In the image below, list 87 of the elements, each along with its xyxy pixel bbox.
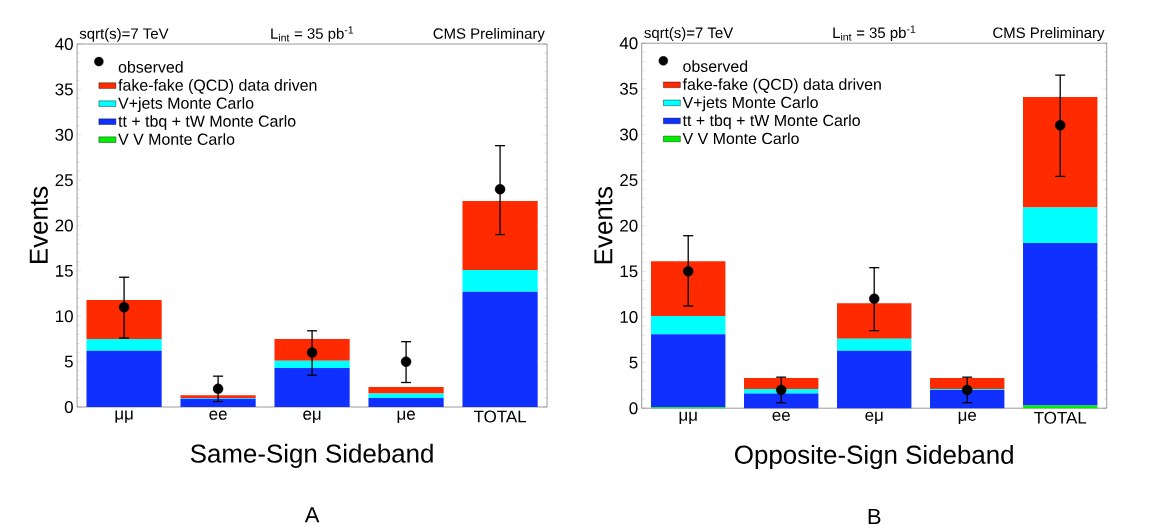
bar (462, 269, 538, 292)
x-tick-label: eμ (865, 411, 883, 425)
bar (651, 261, 726, 317)
y-tick-label: 5 (64, 355, 73, 368)
legend-label: V V Monte Carlo (682, 132, 799, 145)
y-axis-title: Events (29, 186, 48, 263)
x-tick-label: μe (397, 410, 415, 423)
legend-label: V V Monte Carlo (118, 133, 235, 145)
x-tick-label: μμ (679, 411, 697, 424)
point (683, 266, 694, 277)
bar (368, 393, 444, 398)
legend-label: V+jets Monte Carlo (118, 97, 254, 112)
point (1055, 120, 1066, 131)
point (494, 184, 506, 195)
y-axis-title: Events (594, 187, 613, 264)
legend-label: observed (118, 61, 183, 73)
bar (1023, 97, 1098, 208)
bar (744, 378, 819, 390)
y-tick-label: 35 (55, 83, 73, 96)
x-axis-title: Same-Sign Sideband (190, 443, 433, 468)
x-tick-label: μμ (115, 410, 133, 423)
text: B (868, 508, 881, 525)
y-tick-label: 40 (619, 37, 638, 50)
y-tick-label: 20 (620, 219, 638, 232)
point (400, 356, 412, 367)
legend-label: fake-fake (QCD) data driven (682, 78, 881, 94)
bar (86, 299, 162, 339)
bar (368, 387, 444, 394)
x-tick-label: TOTAL (473, 410, 527, 423)
y-tick-label: 40 (55, 38, 73, 51)
x-tick-label: eμ (303, 410, 321, 423)
bar (462, 291, 538, 408)
bar (1023, 243, 1098, 406)
point (776, 384, 787, 396)
bar (180, 398, 256, 408)
bar (1023, 405, 1098, 409)
text: CMS Preliminary (433, 27, 545, 42)
x-tick-label: ee (772, 411, 790, 421)
y-tick-label: 10 (620, 310, 638, 323)
bar (930, 378, 1005, 390)
y-tick-label: 10 (56, 310, 73, 323)
point (962, 384, 973, 396)
bar (651, 316, 726, 335)
legend-label: V+jets Monte Carlo (682, 96, 818, 112)
bar (1023, 207, 1098, 244)
text: L$_{int}$ = 35 pb$^{-1}$ (833, 25, 916, 41)
y-tick-label: 35 (619, 82, 638, 95)
y-tick-label: 15 (620, 265, 638, 278)
text: sqrt(s)=7 TeV (79, 27, 169, 42)
y-tick-label: 30 (55, 128, 73, 141)
bar (837, 303, 912, 339)
text: A (304, 507, 320, 523)
point (306, 347, 318, 358)
point (118, 301, 130, 313)
legend-label: fake-fake (QCD) data driven (118, 79, 317, 94)
bar (86, 338, 162, 351)
y-tick-label: 0 (64, 401, 73, 414)
text: CMS Preliminary (993, 27, 1105, 41)
y-tick-label: 0 (629, 402, 638, 415)
point (869, 293, 880, 304)
legend-label: tt + tbq + tW Monte Carlo (118, 115, 296, 131)
bar (86, 350, 162, 408)
bar (274, 360, 350, 368)
y-tick-label: 20 (55, 219, 73, 232)
bar (462, 201, 538, 270)
point (212, 383, 224, 395)
x-tick-label: ee (209, 410, 227, 420)
bar (368, 397, 444, 408)
text: sqrt(s)=7 TeV (644, 27, 734, 41)
bar (930, 389, 1005, 409)
y-tick-label: 25 (55, 174, 73, 187)
bar (837, 350, 912, 409)
bar (274, 367, 350, 408)
x-axis-title: Opposite-Sign Sideband (735, 444, 1013, 470)
bar (651, 334, 726, 408)
legend-label: observed (683, 60, 748, 72)
y-tick-label: 15 (56, 264, 73, 277)
bar (274, 338, 350, 361)
bar (744, 393, 819, 409)
legend-label: tt + tbq + tW Monte Carlo (682, 114, 860, 130)
y-tick-label: 25 (620, 174, 638, 187)
x-tick-label: μe (958, 411, 977, 425)
x-tick-label: TOTAL (1034, 411, 1087, 424)
bar (837, 338, 912, 351)
y-tick-label: 5 (629, 356, 638, 369)
y-tick-label: 30 (619, 128, 638, 141)
text: L$_{int}$ = 35 pb$^{-1}$ (271, 26, 354, 42)
